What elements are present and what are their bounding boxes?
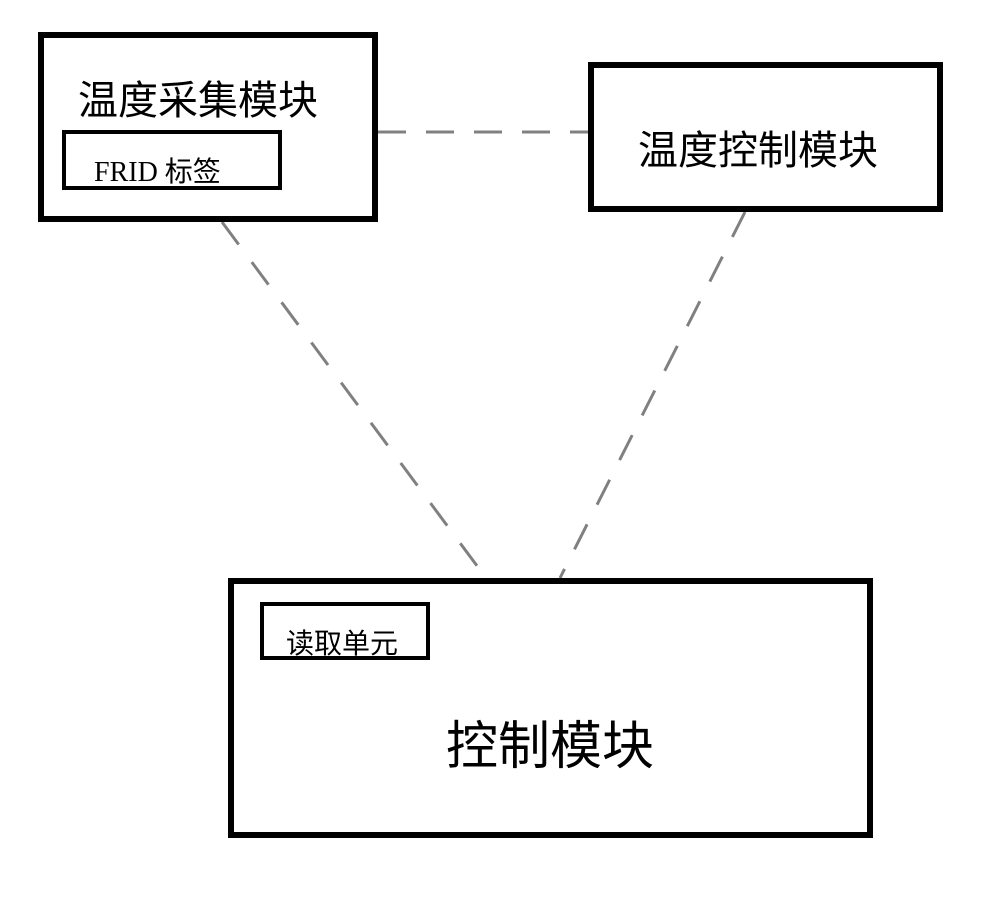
node-temp-control-label: 温度控制模块 [638,118,878,176]
node-temp-control: 温度控制模块 [588,62,943,212]
node-temp-collect-label: 温度采集模块 [78,68,318,126]
node-frid-tag-label: FRID 标签 [94,150,221,190]
node-control-label: 控制模块 [446,704,654,779]
node-control: 读取单元 控制模块 [228,578,873,838]
node-temp-collect: 温度采集模块 FRID 标签 [38,32,378,222]
node-read-unit-label: 读取单元 [286,622,398,662]
edge-tempcontrol-to-control [560,212,745,578]
edge-collect-to-control [222,222,486,578]
node-read-unit: 读取单元 [260,602,430,660]
node-frid-tag: FRID 标签 [62,130,282,190]
diagram-canvas: 温度采集模块 FRID 标签 温度控制模块 读取单元 控制模块 [0,0,1000,903]
